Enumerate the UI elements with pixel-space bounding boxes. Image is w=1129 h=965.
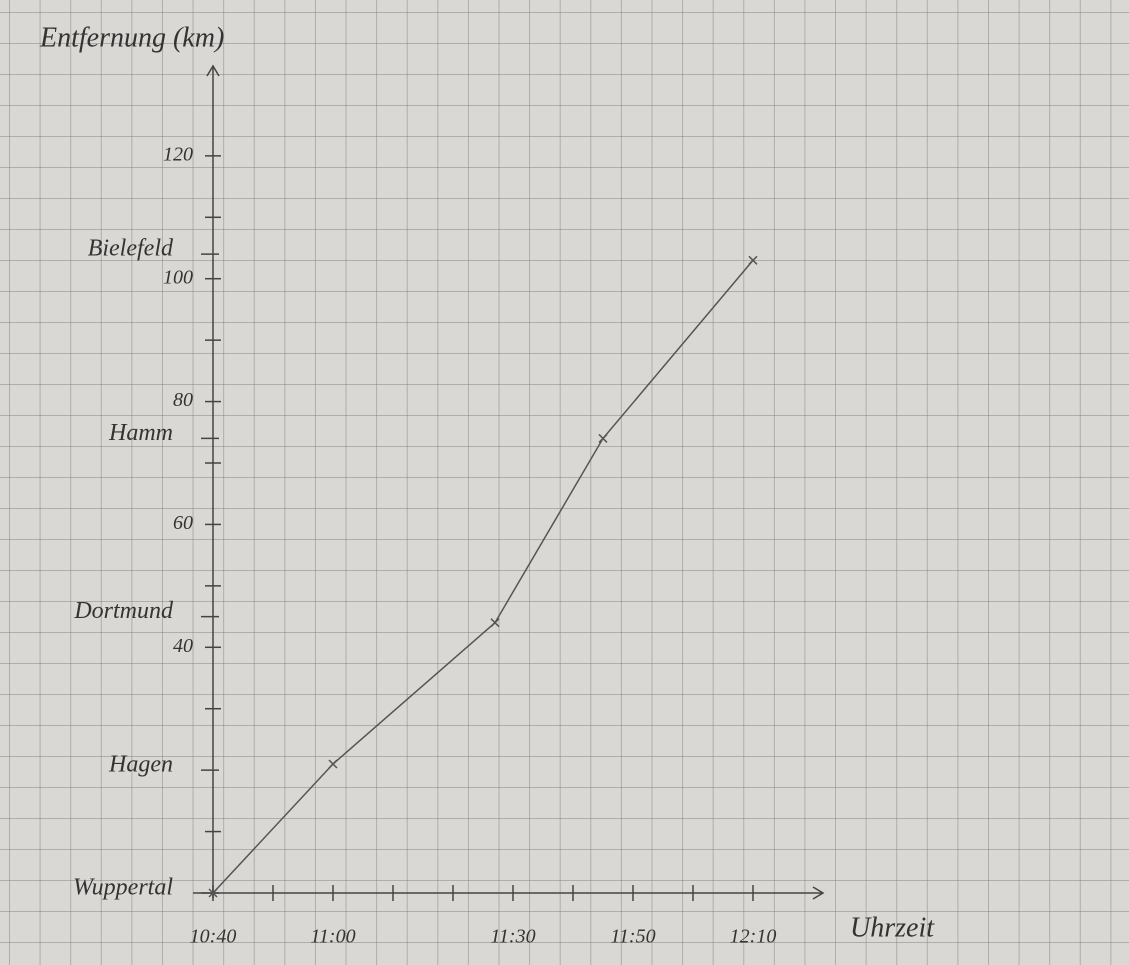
y-tick-label: 80 [173,389,193,411]
y-tick-label: 40 [173,635,193,657]
data-point [748,255,758,265]
y-tick-label: 100 [163,266,193,288]
station-label: Bielefeld [88,236,174,262]
x-axis-arrow [812,886,825,900]
y-tick-label: 120 [163,143,193,165]
station-label: Dortmund [73,598,174,624]
data-line [212,259,754,894]
x-tick-label: 11:00 [310,926,355,948]
station-label: Hamm [108,420,173,446]
x-tick-label: 10:40 [190,926,237,948]
y-tick-label: 60 [173,512,193,534]
x-tick-label: 12:10 [730,926,777,948]
data-point [328,759,338,769]
data-point [208,888,218,898]
y-axis-arrow [206,64,220,77]
x-tick-label: 11:50 [610,926,655,948]
x-tick-label: 11:30 [490,926,535,948]
data-point [598,433,608,443]
y-axis-title: Entfernung (km) [39,22,224,53]
station-label: Wuppertal [73,875,173,901]
data-point [490,618,500,628]
x-axis-title: Uhrzeit [850,912,935,943]
station-label: Hagen [108,752,173,778]
